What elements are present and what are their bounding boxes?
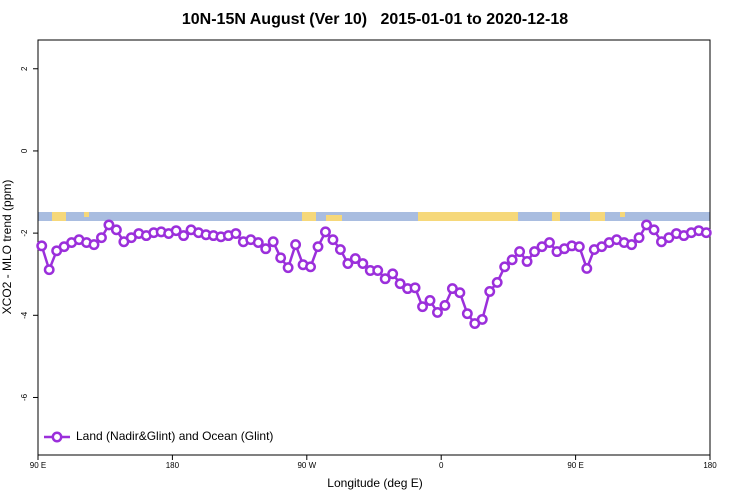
data-point bbox=[372, 265, 384, 276]
data-point bbox=[43, 264, 55, 276]
data-point bbox=[581, 263, 593, 274]
x-tick-label: 180 bbox=[703, 461, 717, 470]
x-tick-label: 180 bbox=[166, 461, 180, 470]
data-point bbox=[499, 261, 511, 273]
x-tick-label: 90 W bbox=[297, 461, 316, 470]
data-point bbox=[349, 253, 361, 265]
data-point bbox=[334, 244, 346, 256]
data-point bbox=[290, 239, 302, 251]
data-point bbox=[36, 240, 48, 252]
data-point bbox=[432, 306, 443, 318]
chart-title: 10N-15N August (Ver 10) 2015-01-01 to 20… bbox=[182, 11, 568, 28]
y-axis-label: XCO2 - MLO trend (ppm) bbox=[0, 180, 14, 315]
y-tick-label: -2 bbox=[20, 229, 29, 237]
y-tick-label: -4 bbox=[20, 311, 29, 319]
data-point bbox=[379, 273, 391, 285]
land-mask-strip bbox=[38, 212, 710, 221]
data-point bbox=[312, 241, 324, 253]
data-point bbox=[461, 308, 473, 320]
data-point bbox=[387, 268, 399, 280]
data-point bbox=[544, 237, 555, 249]
y-tick-label: 0 bbox=[20, 148, 29, 153]
data-point bbox=[476, 313, 488, 325]
y-tick-label: 2 bbox=[20, 66, 29, 71]
data-point bbox=[327, 234, 339, 246]
data-point bbox=[260, 243, 272, 255]
data-point bbox=[454, 287, 466, 299]
data-point bbox=[267, 236, 279, 248]
data-point bbox=[521, 256, 533, 267]
legend-label: Land (Nadir&Glint) and Ocean (Glint) bbox=[76, 429, 273, 443]
data-point bbox=[491, 276, 503, 288]
data-point bbox=[230, 228, 242, 239]
data-point bbox=[573, 241, 585, 253]
data-point bbox=[96, 232, 107, 244]
data-point bbox=[178, 230, 190, 242]
data-point bbox=[700, 227, 712, 239]
data-point bbox=[320, 226, 331, 238]
data-point bbox=[275, 252, 287, 264]
data-point bbox=[394, 278, 406, 290]
data-point bbox=[103, 219, 115, 231]
data-point bbox=[170, 225, 182, 237]
data-point bbox=[648, 224, 660, 236]
data-point bbox=[439, 299, 451, 311]
x-tick-label: 0 bbox=[439, 461, 444, 470]
y-tick-label: -6 bbox=[20, 393, 29, 401]
data-point bbox=[641, 219, 652, 231]
x-tick-label: 90 E bbox=[567, 461, 583, 470]
data-point bbox=[424, 295, 436, 306]
data-point bbox=[633, 232, 645, 244]
legend-marker bbox=[51, 431, 63, 443]
x-axis-label: Longitude (deg E) bbox=[327, 476, 422, 490]
data-point bbox=[506, 254, 518, 266]
data-point bbox=[529, 246, 540, 258]
data-point bbox=[514, 246, 526, 258]
data-point bbox=[484, 286, 496, 297]
data-point bbox=[417, 301, 428, 313]
data-point bbox=[110, 224, 122, 236]
data-point bbox=[409, 282, 421, 294]
data-point bbox=[252, 237, 264, 249]
data-point bbox=[342, 258, 354, 269]
data-point bbox=[282, 262, 294, 274]
data-point bbox=[88, 239, 100, 251]
x-tick-label: 90 E bbox=[30, 461, 46, 470]
data-point bbox=[305, 261, 316, 273]
data-point bbox=[626, 239, 638, 251]
data-point bbox=[357, 258, 369, 269]
